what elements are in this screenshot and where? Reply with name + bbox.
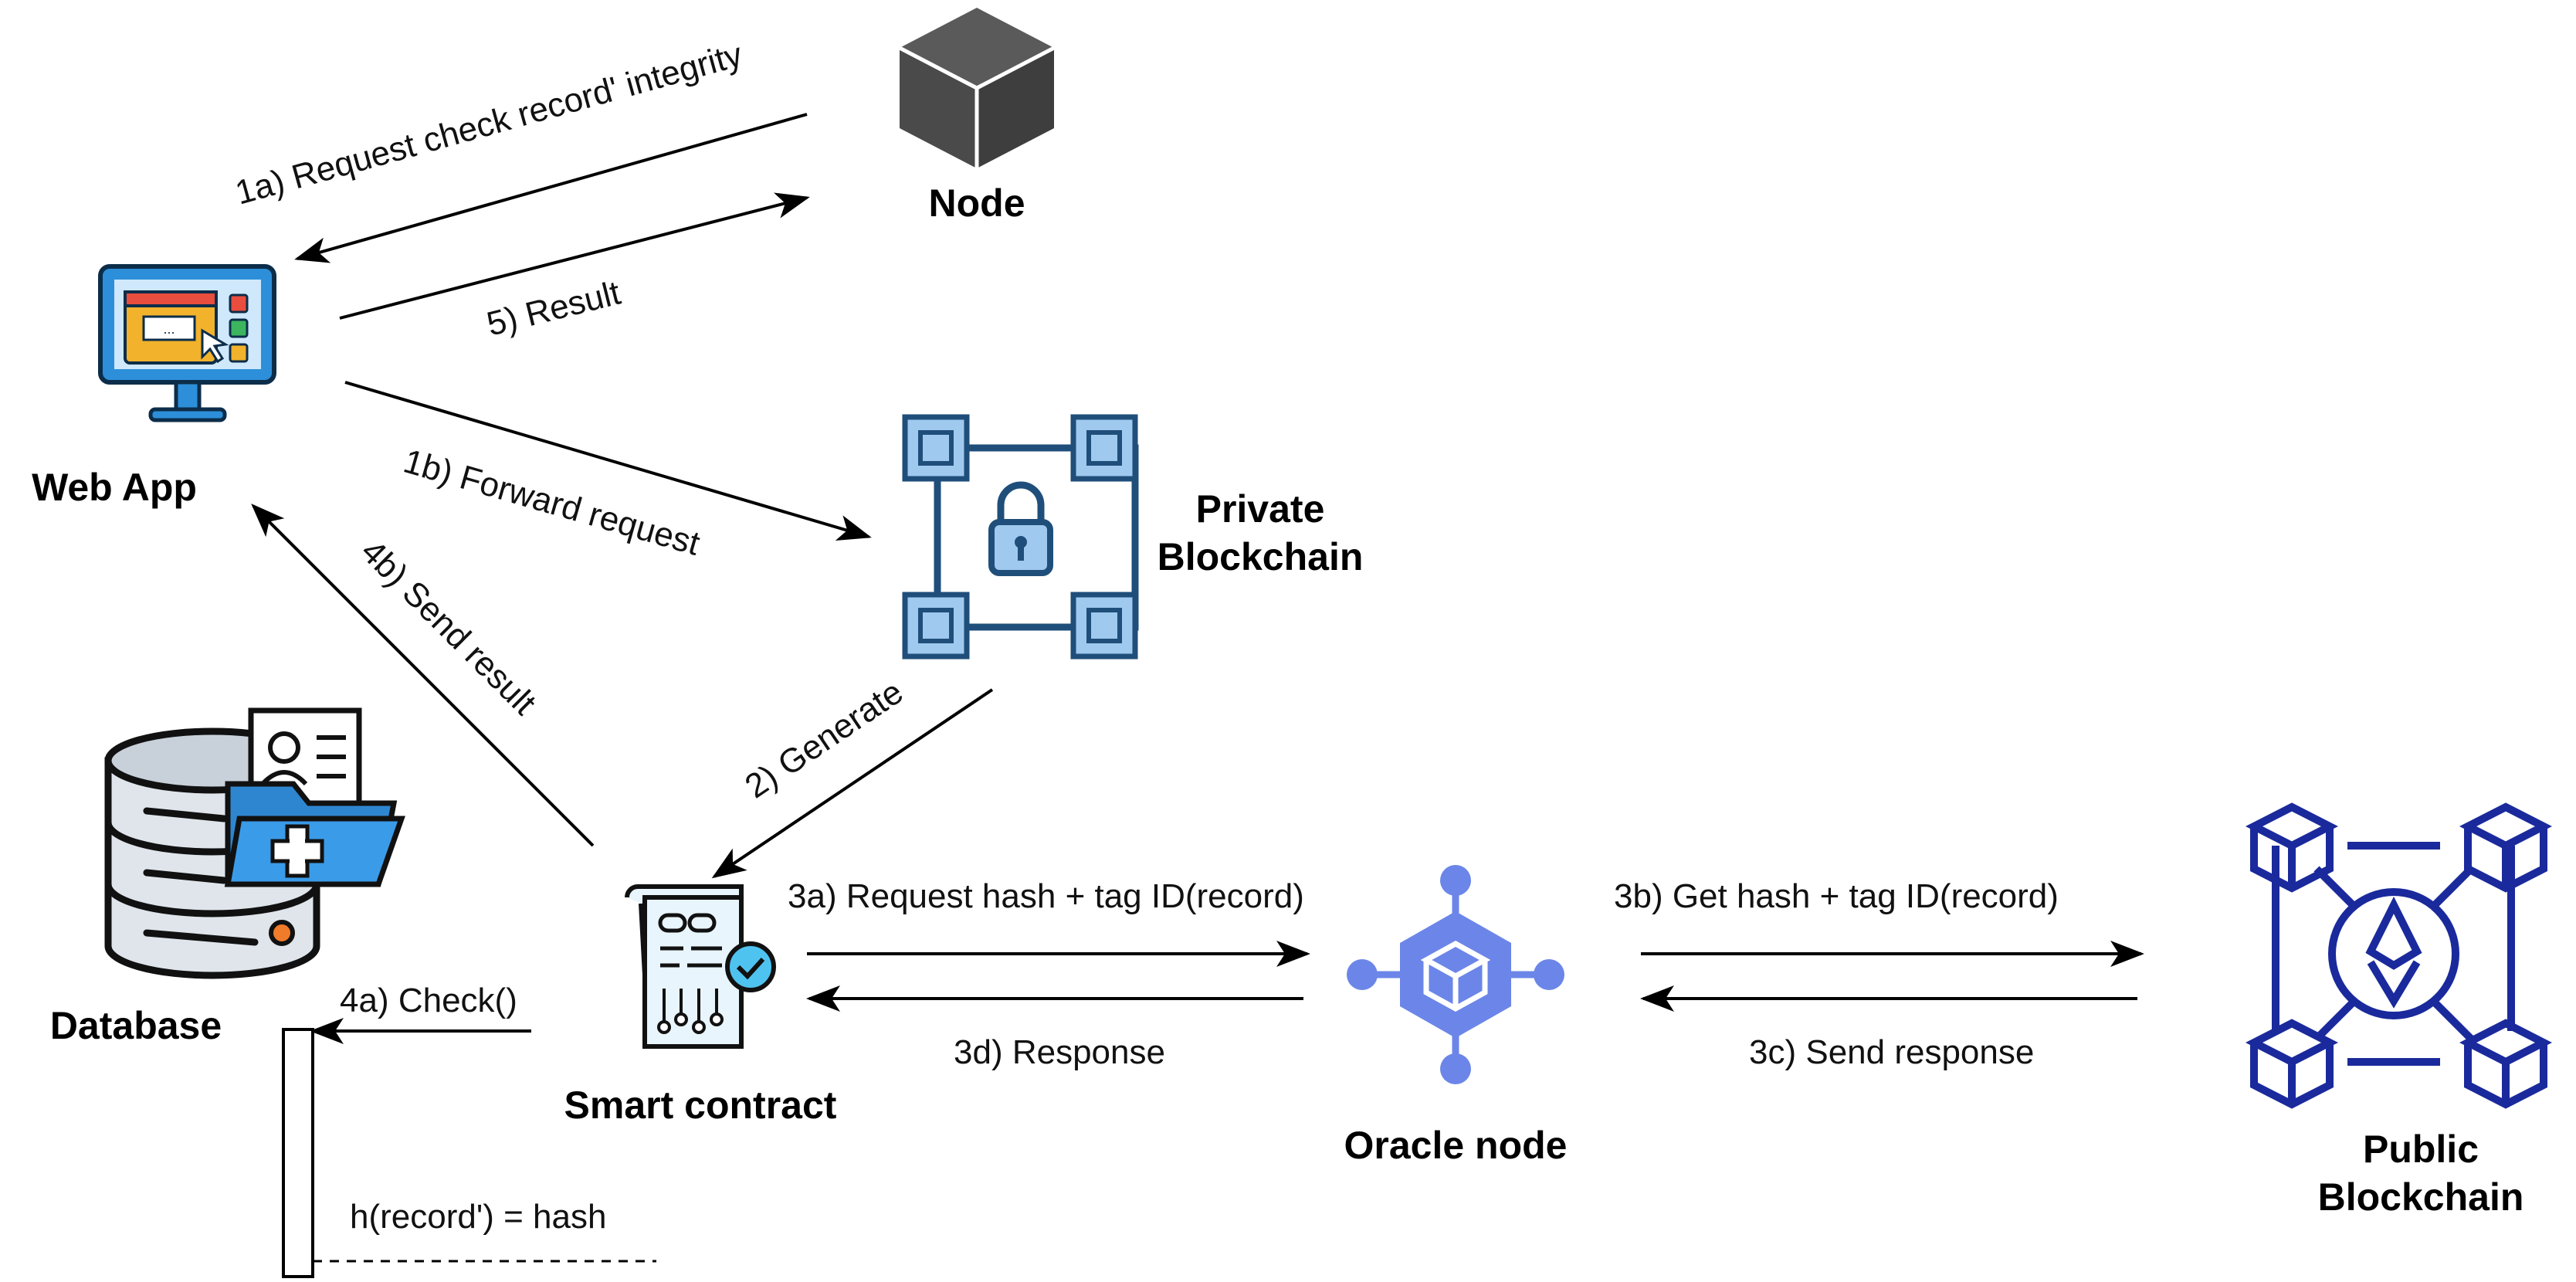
arrow-1b-forward: [344, 381, 872, 541]
activation-bar: [282, 1028, 314, 1278]
private-blockchain-icon: [902, 414, 1139, 660]
arrow-1a-request: [294, 113, 808, 263]
web-app-label: Web App: [32, 466, 197, 509]
public-blockchain-label-line1: Public: [2363, 1128, 2479, 1171]
label-3a: 3a) Request hash + tag ID(record): [788, 877, 1304, 915]
node-cube-icon: [898, 8, 1056, 168]
label-3b: 3b) Get hash + tag ID(record): [1614, 877, 2059, 915]
label-3d: 3d) Response: [954, 1033, 1165, 1071]
label-3c: 3c) Send response: [1749, 1033, 2034, 1071]
oracle-node-label: Oracle node: [1344, 1124, 1568, 1167]
label-4b: 4b) Send result: [354, 532, 544, 722]
label-1b: 1b) Forward request: [399, 443, 703, 563]
public-blockchain-icon: [2245, 802, 2553, 1109]
arrow-4b-send-result: [251, 504, 595, 847]
smart-contract-icon: [625, 884, 776, 1049]
smart-contract-label: Smart contract: [564, 1084, 837, 1127]
database-label: Database: [50, 1004, 222, 1047]
public-blockchain-label-line2: Blockchain: [2318, 1175, 2524, 1219]
database-icon: [104, 707, 405, 979]
oracle-node-icon: [1347, 865, 1564, 1084]
private-blockchain-label-line2: Blockchain: [1158, 535, 1364, 578]
web-app-monitor-icon: ...: [98, 264, 276, 422]
private-blockchain-label-line1: Private: [1196, 487, 1325, 531]
node-label: Node: [929, 181, 1025, 225]
label-hash-note: h(record') = hash: [350, 1198, 606, 1236]
label-2: 2) Generate: [738, 673, 910, 805]
arrow-2-generate: [711, 688, 994, 879]
label-5: 5) Result: [483, 274, 625, 344]
label-4a: 4a) Check(): [340, 982, 517, 1019]
label-1a: 1a) Request check record' integrity: [232, 36, 747, 212]
arrow-5-result: [339, 192, 810, 320]
svg-text:...: ...: [163, 321, 175, 337]
